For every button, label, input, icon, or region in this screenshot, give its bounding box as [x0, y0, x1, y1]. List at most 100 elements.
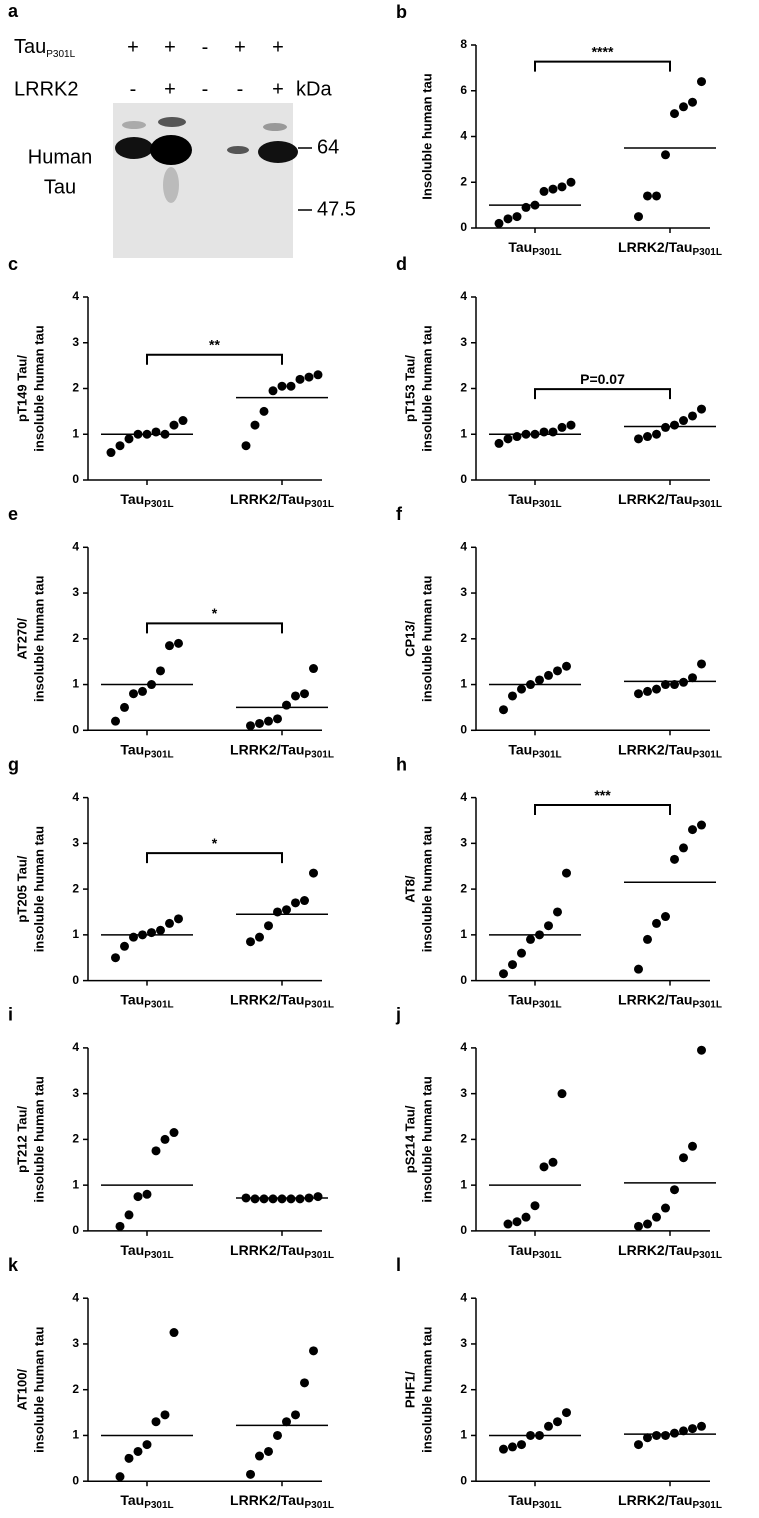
data-point [544, 670, 553, 680]
x-tick-label: LRRK2/TauP301L [618, 991, 722, 1010]
data-point [178, 416, 188, 426]
y-tick-label: 2 [72, 381, 79, 395]
category-sub: P301L [144, 999, 173, 1010]
panel-letter: b [396, 2, 407, 22]
data-point [661, 680, 670, 690]
y-tick-label: 4 [460, 1040, 467, 1054]
data-point [562, 1408, 571, 1418]
y-tick-label: 1 [460, 1428, 467, 1442]
category-main: Tau [508, 741, 532, 757]
data-point [313, 1192, 323, 1202]
row-label: LRRK2 [14, 78, 78, 100]
data-point [652, 684, 661, 694]
y-tick-label: 1 [460, 1177, 467, 1191]
data-point [160, 1410, 170, 1420]
data-point [115, 1221, 125, 1231]
data-point [548, 1157, 558, 1167]
y-tick-label: 0 [460, 973, 467, 987]
category-main: Tau [508, 239, 532, 255]
data-point [291, 898, 300, 908]
category-sub: P301L [692, 999, 721, 1010]
data-point [634, 964, 643, 974]
band [263, 123, 287, 131]
data-point [246, 721, 255, 731]
x-tick-label: TauP301L [120, 491, 173, 510]
data-point [512, 1217, 522, 1227]
data-point [151, 1417, 161, 1427]
data-point [508, 691, 517, 701]
significance-bracket [534, 60, 671, 72]
data-point [111, 953, 120, 963]
y-axis-label: AT100/ [14, 1368, 29, 1410]
marker-label: 64 [317, 136, 339, 158]
y-tick-label: 2 [72, 631, 79, 645]
y-tick-label: 1 [72, 1428, 79, 1442]
y-tick-label: 4 [460, 289, 467, 303]
data-point [499, 1444, 508, 1454]
data-point [169, 1128, 179, 1138]
y-tick-label: 4 [72, 1290, 79, 1304]
y-tick-label: 4 [460, 790, 467, 804]
y-axis-label: pS214 Tau/ [402, 1105, 417, 1173]
y-tick-label: 3 [72, 836, 79, 850]
data-point [273, 714, 282, 724]
data-point [634, 434, 643, 444]
y-tick-label: 0 [460, 1223, 467, 1237]
category-main: Tau [508, 991, 532, 1007]
protein-label: Tau [44, 176, 76, 198]
data-point [688, 97, 697, 107]
significance-bracket [146, 852, 283, 864]
significance-label: * [212, 605, 218, 621]
x-tick-label: TauP301L [508, 239, 561, 258]
x-tick-label: LRRK2/TauP301L [230, 491, 334, 510]
y-tick-label: 0 [72, 472, 79, 486]
data-point [526, 934, 535, 944]
category-main: LRRK2/Tau [618, 1242, 692, 1258]
y-tick-label: 0 [460, 1473, 467, 1487]
data-point [535, 675, 544, 685]
y-tick-label: 2 [72, 1132, 79, 1146]
category-sub: P301L [144, 749, 173, 760]
y-tick-label: 3 [72, 585, 79, 599]
y-tick-label: 3 [460, 1086, 467, 1100]
y-axis-label: pT212 Tau/ [14, 1106, 29, 1173]
x-tick-label: TauP301L [120, 991, 173, 1010]
data-point [106, 448, 116, 458]
y-axis-label: pT153 Tau/ [402, 355, 417, 422]
x-tick-label: LRRK2/TauP301L [618, 239, 722, 258]
blot-image [113, 103, 293, 258]
data-point [165, 641, 174, 651]
data-point [138, 686, 147, 696]
data-point [313, 370, 323, 380]
y-tick-label: 1 [72, 1177, 79, 1191]
data-point [273, 1430, 282, 1440]
data-point [661, 150, 670, 160]
data-point [268, 386, 278, 396]
y-tick-label: 1 [460, 927, 467, 941]
sign: - [237, 78, 244, 100]
category-main: LRRK2/Tau [618, 491, 692, 507]
data-point [548, 184, 558, 194]
sign: - [202, 36, 209, 58]
category-main: LRRK2/Tau [230, 991, 304, 1007]
y-tick-label: 3 [460, 335, 467, 349]
data-point [553, 1417, 562, 1427]
significance-bracket [146, 353, 283, 365]
x-tick-label: LRRK2/TauP301L [230, 1492, 334, 1511]
data-point [670, 109, 679, 119]
band [158, 117, 186, 127]
data-point [291, 691, 300, 701]
data-point [124, 434, 134, 444]
data-point [255, 1451, 264, 1461]
x-tick-label: LRRK2/TauP301L [230, 741, 334, 760]
data-point [273, 907, 282, 917]
data-point [259, 406, 269, 416]
y-tick-label: 3 [460, 836, 467, 850]
x-tick-label: LRRK2/TauP301L [618, 1492, 722, 1511]
marker-label: 47.5 [317, 198, 356, 220]
data-point [142, 1189, 152, 1199]
y-axis-label: pT149 Tau/ [14, 355, 29, 422]
category-sub: P301L [692, 1500, 721, 1511]
